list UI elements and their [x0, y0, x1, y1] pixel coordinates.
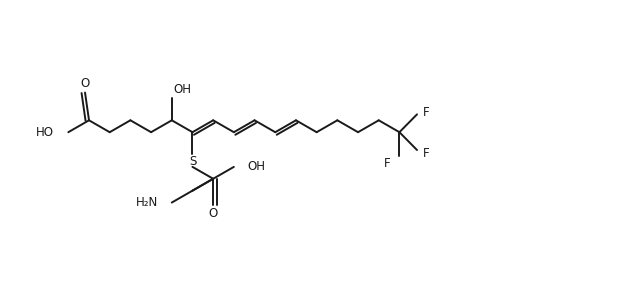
Text: OH: OH [248, 160, 266, 174]
Text: HO: HO [36, 126, 54, 139]
Text: S: S [189, 155, 196, 168]
Text: H₂N: H₂N [136, 196, 158, 209]
Text: F: F [384, 157, 391, 170]
Text: F: F [423, 106, 429, 119]
Text: F: F [423, 147, 429, 160]
Text: O: O [209, 207, 218, 220]
Text: OH: OH [174, 83, 192, 96]
Text: O: O [81, 77, 90, 90]
